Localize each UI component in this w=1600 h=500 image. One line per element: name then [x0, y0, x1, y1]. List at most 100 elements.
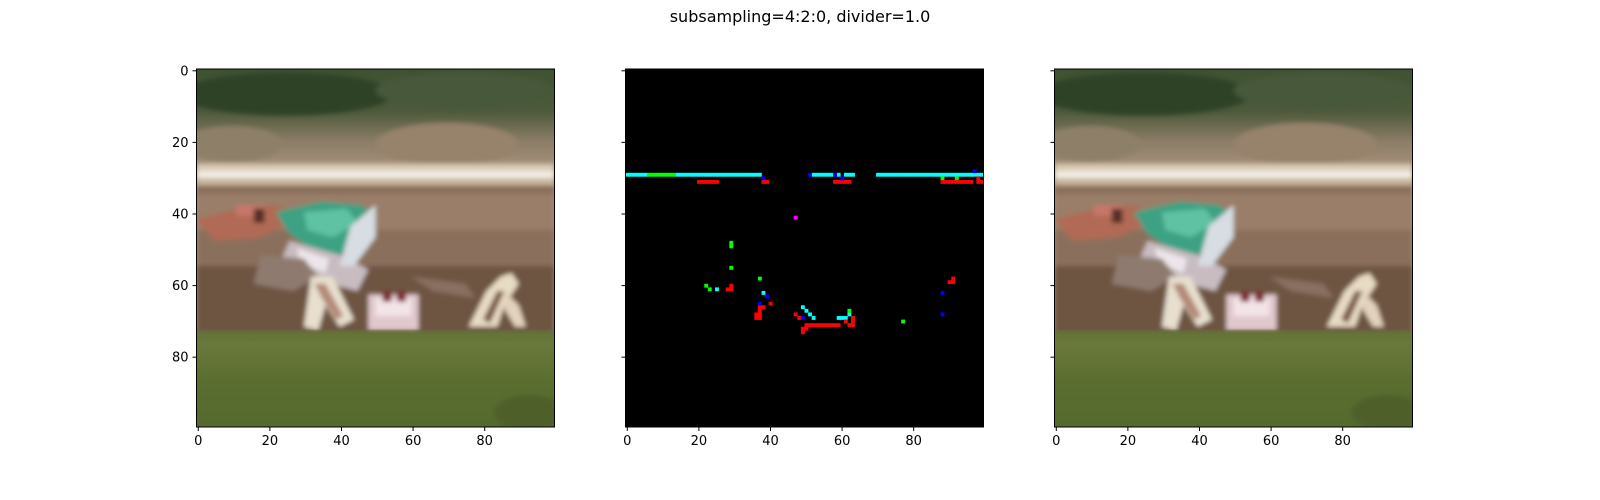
diff-pixel-cyan: [700, 172, 705, 177]
diff-pixel-green: [664, 172, 669, 177]
x-tick-label: 60: [834, 434, 851, 449]
diff-pixel-green: [729, 244, 734, 249]
difference-image: [625, 69, 984, 427]
diff-pixel-cyan: [818, 172, 823, 177]
diff-pixel-red: [729, 287, 734, 292]
diff-pixel-cyan: [715, 172, 719, 177]
diff-pixel-red: [808, 323, 812, 328]
original-image: [179, 69, 566, 431]
diff-pixel-red: [843, 179, 848, 184]
diff-pixel-cyan: [761, 290, 766, 295]
x-tick-label: 0: [1052, 434, 1060, 449]
diff-pixel-cyan: [851, 172, 855, 177]
panel-3-frame: [1054, 68, 1413, 428]
x-tick-label: 80: [476, 434, 493, 449]
panel-original: 0 20 40 60 80 0 20 40 60 80: [172, 64, 566, 449]
diff-pixel-cyan: [847, 312, 852, 317]
diff-pixel-red: [800, 330, 805, 335]
diff-pixel-red: [797, 316, 802, 320]
diff-pixel-red: [811, 323, 816, 328]
diff-pixel-cyan: [843, 316, 848, 320]
diff-pixel-blue: [808, 172, 812, 177]
diff-pixel-cyan: [908, 172, 913, 177]
diff-pixel-green: [729, 240, 734, 245]
x-tick-label: 40: [333, 434, 350, 449]
subsampled-image: [1037, 69, 1424, 431]
diff-pixel-blue: [761, 176, 766, 181]
diff-pixel-cyan: [919, 172, 923, 177]
diff-pixel-red: [697, 179, 701, 184]
diff-pixel-red: [976, 179, 981, 184]
diff-pixel-red: [793, 312, 798, 317]
diff-pixel-green: [646, 172, 651, 177]
diff-pixel-green: [657, 172, 662, 177]
diff-pixel-green: [668, 172, 673, 177]
x-tick-label: 20: [691, 434, 708, 449]
diff-pixel-cyan: [890, 172, 895, 177]
diff-pixel-cyan: [840, 316, 845, 320]
diff-pixel-red: [768, 301, 773, 306]
diff-pixel-cyan: [976, 172, 981, 177]
diff-pixel-cyan: [679, 172, 684, 177]
diff-pixel-red: [804, 323, 809, 328]
panel-1-frame: [196, 68, 555, 428]
diff-pixel-cyan: [689, 172, 694, 177]
diff-pixel-cyan: [732, 172, 737, 177]
panel-2-frame: [625, 68, 984, 428]
y-tick-label: 40: [172, 207, 189, 222]
diff-pixel-cyan: [743, 172, 748, 177]
diff-pixel-red: [757, 316, 762, 320]
diff-pixel-cyan: [965, 172, 970, 177]
diff-pixel-cyan: [901, 172, 906, 177]
diff-pixel-blue: [833, 172, 838, 177]
diff-pixel-red: [969, 179, 974, 184]
diff-pixel-cyan: [808, 312, 812, 317]
diff-pixel-cyan: [704, 172, 709, 177]
diff-pixel-green: [650, 172, 655, 177]
diff-pixel-red: [847, 323, 852, 328]
diff-pixel-cyan: [958, 172, 963, 177]
diff-pixel-red: [951, 179, 956, 184]
diff-pixel-red: [836, 179, 841, 184]
diff-pixel-cyan: [886, 172, 891, 177]
diff-pixel-red: [754, 316, 759, 320]
diff-pixel-red: [962, 179, 966, 184]
diff-pixel-red: [965, 179, 970, 184]
diff-pixel-cyan: [969, 172, 974, 177]
diff-pixel-cyan: [933, 172, 938, 177]
diff-pixel-green: [707, 287, 712, 292]
diff-pixel-cyan: [951, 172, 956, 177]
diff-pixel-cyan: [729, 172, 734, 177]
diff-pixel-blue: [972, 169, 977, 174]
diff-pixel-green: [847, 308, 852, 313]
diff-pixel-cyan: [954, 172, 959, 177]
diff-pixel-cyan: [715, 287, 719, 292]
diff-pixel-cyan: [643, 172, 648, 177]
diff-pixel-green: [940, 176, 945, 181]
diff-pixel-cyan: [979, 172, 984, 177]
diff-pixel-cyan: [829, 172, 834, 177]
diff-pixel-cyan: [693, 172, 698, 177]
diff-pixel-blue: [940, 290, 945, 295]
diff-pixel-cyan: [843, 172, 848, 177]
diff-pixel-red: [761, 305, 766, 310]
diff-pixel-cyan: [697, 172, 701, 177]
diff-pixel-cyan: [915, 172, 920, 177]
diff-pixel-red: [757, 308, 762, 313]
diff-pixel-red: [825, 323, 830, 328]
diff-pixel-blue: [800, 316, 805, 320]
diff-pixel-cyan: [847, 172, 852, 177]
diff-pixel-cyan: [754, 172, 759, 177]
diff-pixel-blue: [757, 301, 762, 306]
diff-pixel-cyan: [815, 172, 820, 177]
diff-pixel-red: [947, 179, 952, 184]
y-tick-label: 80: [172, 351, 189, 366]
x-tick-label: 80: [905, 434, 922, 449]
diff-pixel-cyan: [894, 172, 898, 177]
panel-2-axes: 0 20 40 60 80: [621, 70, 922, 449]
diff-pixel-red: [840, 179, 845, 184]
diff-pixel-cyan: [747, 172, 752, 177]
panel-1-axes: 0 20 40 60 80 0 20 40 60 80: [172, 64, 493, 449]
diff-pixel-red: [836, 323, 841, 328]
